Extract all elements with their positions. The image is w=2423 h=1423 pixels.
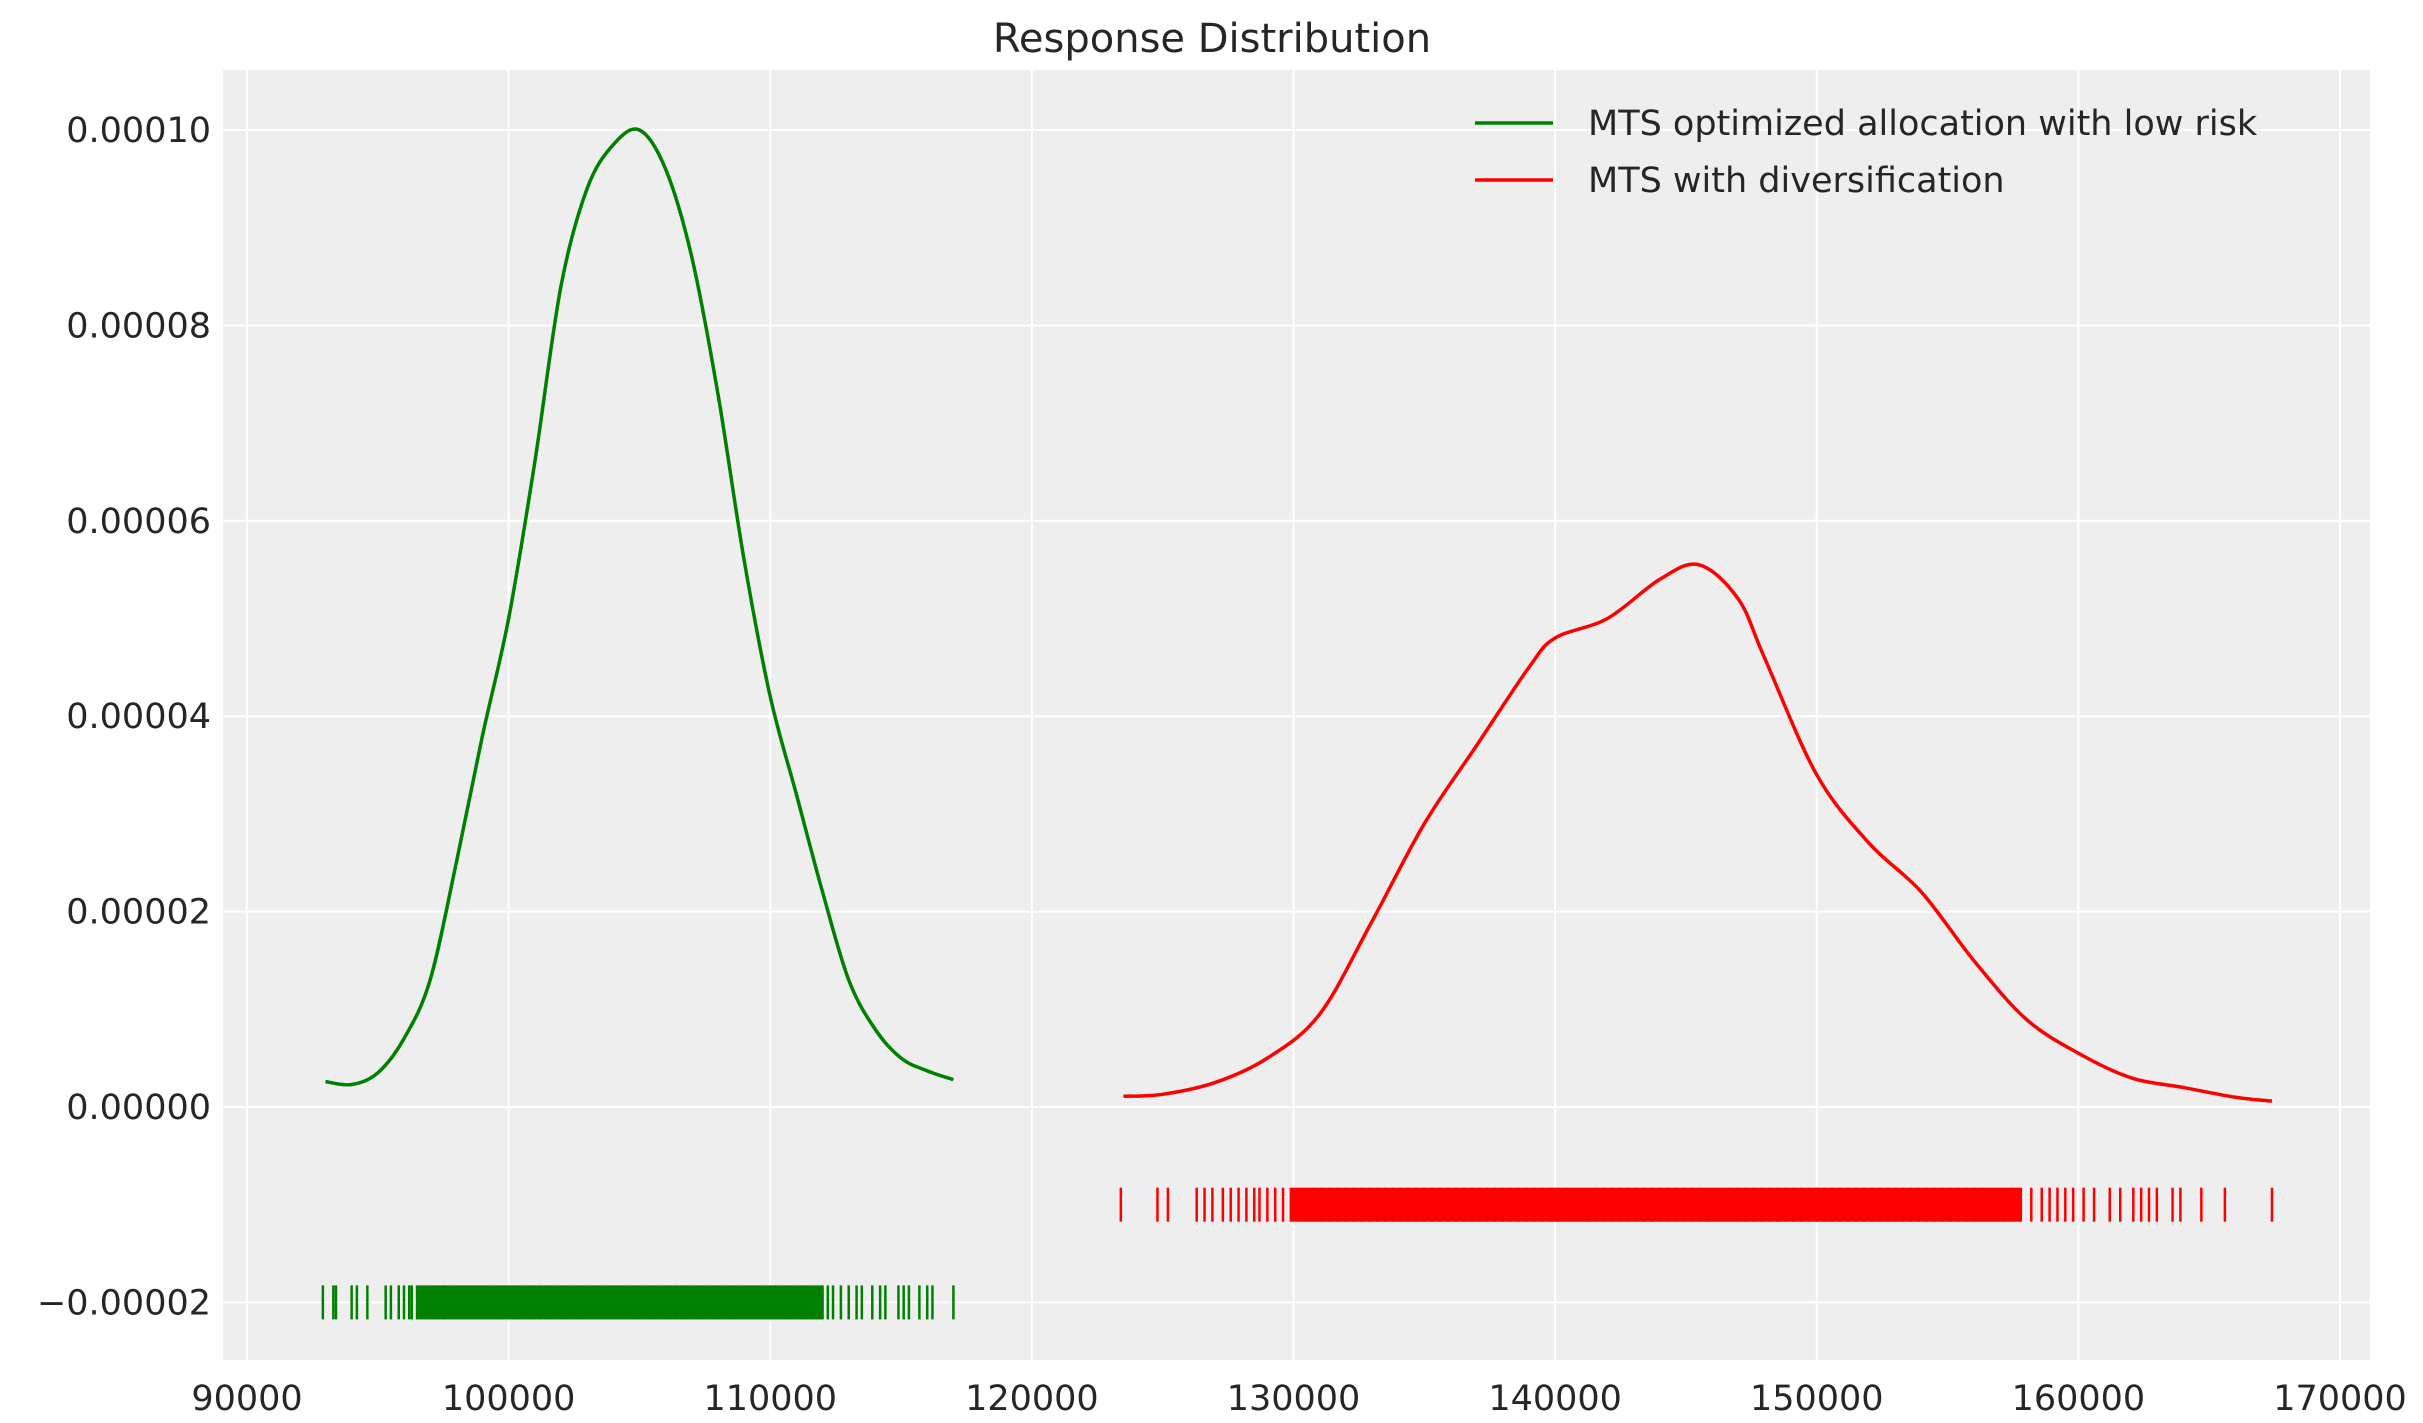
kde-line xyxy=(325,127,954,1087)
x-tick-label: 160000 xyxy=(2012,1379,2146,1419)
x-tick-label: 140000 xyxy=(1488,1379,1622,1419)
x-tick-label: 90000 xyxy=(191,1379,302,1419)
y-tick-label: 0.00004 xyxy=(66,697,211,737)
series-0 xyxy=(321,127,955,1320)
legend-label-1: MTS with diversification xyxy=(1588,161,2005,201)
y-tick-label: −0.00002 xyxy=(37,1283,211,1323)
x-tick-label: 120000 xyxy=(965,1379,1099,1419)
y-axis-ticks: −0.00002 0.00000 0.00002 0.00004 0.00006 0.00… xyxy=(37,111,211,1323)
y-tick-label: 0.00002 xyxy=(66,893,211,933)
rug-dense-band xyxy=(417,1285,823,1320)
y-tick-label: 0.00006 xyxy=(66,502,211,542)
x-tick-label: 130000 xyxy=(1227,1379,1361,1419)
chart-title: Response Distribution xyxy=(993,16,1431,62)
legend: MTS optimized allocation with low risk M… xyxy=(1475,104,2258,201)
x-tick-label: 170000 xyxy=(2273,1379,2407,1419)
x-axis-ticks: 90000 100000 110000 120000 130000 140000 15000… xyxy=(191,1379,2406,1419)
y-tick-label: 0.00010 xyxy=(66,111,211,151)
series-group xyxy=(321,127,2274,1320)
legend-label-0: MTS optimized allocation with low risk xyxy=(1588,104,2258,144)
series-1 xyxy=(1119,562,2274,1222)
x-tick-label: 100000 xyxy=(442,1379,576,1419)
grid xyxy=(223,70,2370,1360)
y-tick-label: 0.00000 xyxy=(66,1088,211,1128)
kde-line xyxy=(1123,562,2273,1103)
x-tick-label: 110000 xyxy=(703,1379,837,1419)
rug-dense-band xyxy=(1290,1187,2021,1222)
y-tick-label: 0.00008 xyxy=(66,306,211,346)
x-tick-label: 150000 xyxy=(1750,1379,1884,1419)
plot-area xyxy=(223,70,2370,1360)
